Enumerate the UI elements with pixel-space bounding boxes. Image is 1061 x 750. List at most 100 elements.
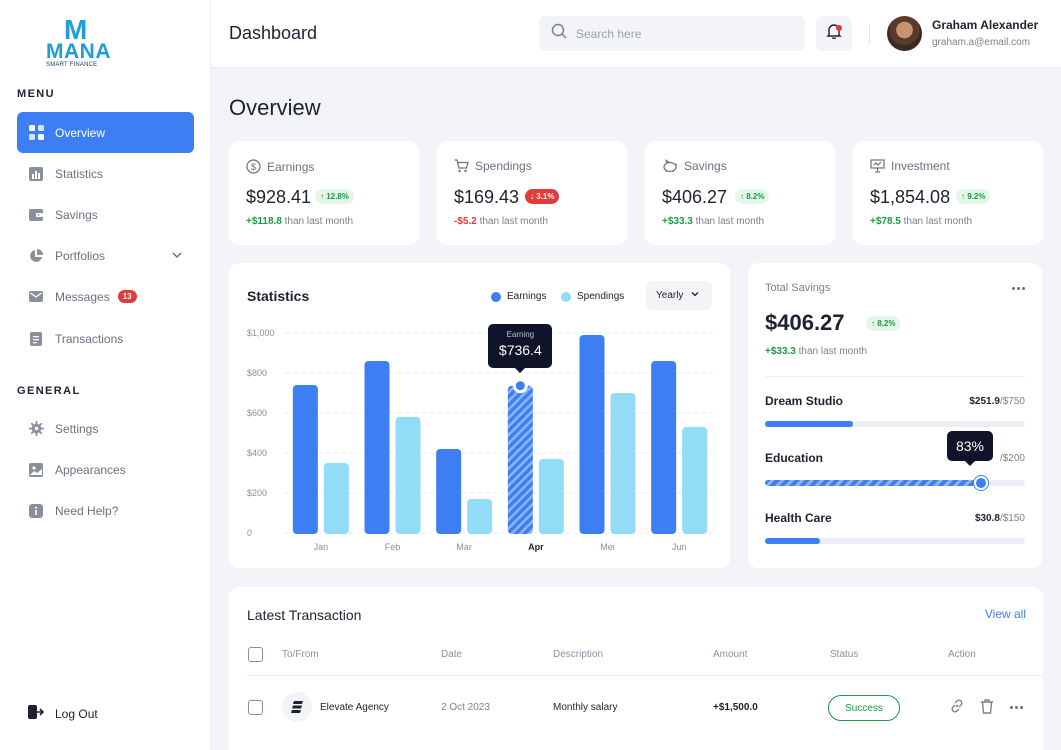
link-icon[interactable] — [949, 698, 965, 714]
general-section-label: GENERAL — [17, 385, 81, 397]
bar-spendings — [395, 417, 421, 534]
total-savings-change-badge: ↑ 8.2% — [866, 316, 901, 331]
logout-icon — [28, 704, 45, 723]
menu-section-label: MENU — [17, 88, 55, 100]
stat-value: $928.41 — [246, 187, 312, 207]
notifications-button[interactable] — [816, 16, 852, 51]
avatar[interactable] — [887, 16, 922, 51]
latest-transaction-card: Latest Transaction View all To/From Date… — [229, 587, 1043, 750]
bar-earnings — [364, 361, 390, 534]
transactions-title: Latest Transaction — [247, 607, 362, 623]
sidebar-item-help[interactable]: Need Help? — [17, 490, 194, 531]
stat-label: Earnings — [267, 159, 315, 174]
y-tick-label: $800 — [247, 368, 267, 378]
y-tick-label: 0 — [247, 528, 252, 538]
column-header: Description — [553, 649, 604, 660]
sidebar-item-label: Portfolios — [55, 248, 106, 263]
search-input[interactable] — [576, 26, 776, 41]
more-options-icon[interactable] — [1010, 706, 1023, 709]
sidebar-item-settings[interactable]: Settings — [17, 408, 194, 449]
bar-earnings — [651, 361, 677, 534]
goal-progress-fill — [765, 480, 981, 486]
column-header: Amount — [713, 649, 748, 660]
sidebar-item-label: Appearances — [55, 462, 126, 477]
progress-tooltip: 83% — [947, 431, 993, 466]
highlight-point — [512, 378, 528, 394]
bar-earnings — [579, 335, 605, 534]
sidebar-item-appearances[interactable]: Appearances — [17, 449, 194, 490]
goal-name: Health Care — [765, 511, 832, 525]
legend-label: Spendings — [577, 291, 625, 302]
user-email: graham.a@email.com — [932, 37, 1030, 48]
period-dropdown[interactable]: Yearly — [646, 281, 712, 310]
status-badge: Success — [828, 695, 900, 721]
chevron-down-icon[interactable] — [172, 249, 182, 263]
sidebar-item-label: Savings — [55, 207, 98, 222]
sidebar-item-label: Messages — [55, 289, 110, 304]
x-tick-label: Jan — [314, 542, 329, 552]
logo-word: MANA — [46, 40, 111, 63]
bar-earnings — [292, 385, 318, 534]
bar-earnings — [436, 449, 462, 534]
stat-change-badge: ↑ 12.8% — [315, 189, 354, 204]
sidebar-item-label: Statistics — [55, 166, 104, 181]
more-options-icon[interactable] — [1012, 287, 1025, 290]
legend-earnings: Earnings — [491, 291, 546, 302]
info-icon — [28, 503, 44, 519]
sidebar-item-portfolios[interactable]: Portfolios — [17, 235, 194, 276]
view-all-link[interactable]: View all — [984, 607, 1026, 621]
y-tick-label: $400 — [247, 448, 267, 458]
stat-change-badge: ↑ 8.2% — [735, 189, 770, 204]
cart-icon — [454, 159, 469, 173]
row-to-from: Elevate Agency — [320, 702, 389, 713]
logout-label: Log Out — [55, 706, 98, 721]
sidebar-item-statistics[interactable]: Statistics — [17, 153, 194, 194]
goal-progress-fill — [765, 421, 854, 427]
total-savings-subtext: +$33.3 than last month — [765, 346, 868, 357]
bar-spendings — [467, 499, 493, 534]
x-tick-label: Feb — [385, 542, 401, 552]
goal-amount: $251.9/$750 — [969, 396, 1025, 407]
sidebar-item-overview[interactable]: Overview — [17, 112, 194, 153]
goal-amount: /$200 — [999, 453, 1025, 464]
search-icon — [551, 23, 567, 44]
select-all-checkbox[interactable] — [248, 647, 263, 662]
bar-spendings — [610, 393, 636, 534]
search-box[interactable] — [539, 16, 805, 51]
grid-icon — [28, 125, 44, 141]
gear-icon — [28, 421, 44, 437]
logo-mark: M — [64, 14, 88, 45]
svg-text:$: $ — [251, 162, 256, 172]
chart-tooltip: Earning $736.4 — [488, 323, 553, 373]
sidebar-item-label: Settings — [55, 421, 99, 436]
pie-chart-icon — [28, 248, 44, 264]
bar-earnings — [507, 385, 533, 534]
wallet-icon — [28, 207, 44, 223]
tooltip-value: $736.4 — [498, 341, 542, 358]
row-date: 2 Oct 2023 — [441, 702, 490, 713]
document-icon — [28, 331, 44, 347]
stat-subtext: +$33.3 than last month — [662, 216, 765, 227]
brand-logo[interactable]: M MANA SMART FINANCE — [44, 14, 114, 70]
goal-name: Dream Studio — [765, 394, 844, 408]
progress-slider-handle[interactable] — [973, 476, 988, 490]
sidebar-item-messages[interactable]: Messages 13 — [17, 276, 194, 317]
x-tick-label: Jun — [672, 542, 687, 552]
row-checkbox[interactable] — [248, 700, 263, 715]
stat-value: $406.27 — [662, 187, 728, 207]
stat-value: $1,854.08 — [870, 187, 951, 207]
sidebar-item-savings[interactable]: Savings — [17, 194, 194, 235]
legend-label: Earnings — [507, 291, 547, 302]
stat-subtext: +$78.5 than last month — [870, 216, 973, 227]
dollar-circle-icon: $ — [246, 159, 261, 174]
mail-icon — [28, 289, 44, 305]
stat-change-badge: ↑ 9.2% — [956, 189, 991, 204]
column-header: Status — [830, 649, 859, 660]
sidebar-item-transactions[interactable]: Transactions — [17, 318, 194, 359]
row-amount: +$1,500.0 — [713, 702, 758, 713]
logout-button[interactable]: Log Out — [28, 704, 98, 723]
bar-chart-icon — [28, 166, 44, 182]
y-tick-label: $200 — [247, 488, 267, 498]
trash-icon[interactable] — [979, 698, 995, 715]
sidebar-item-label: Need Help? — [55, 503, 119, 518]
